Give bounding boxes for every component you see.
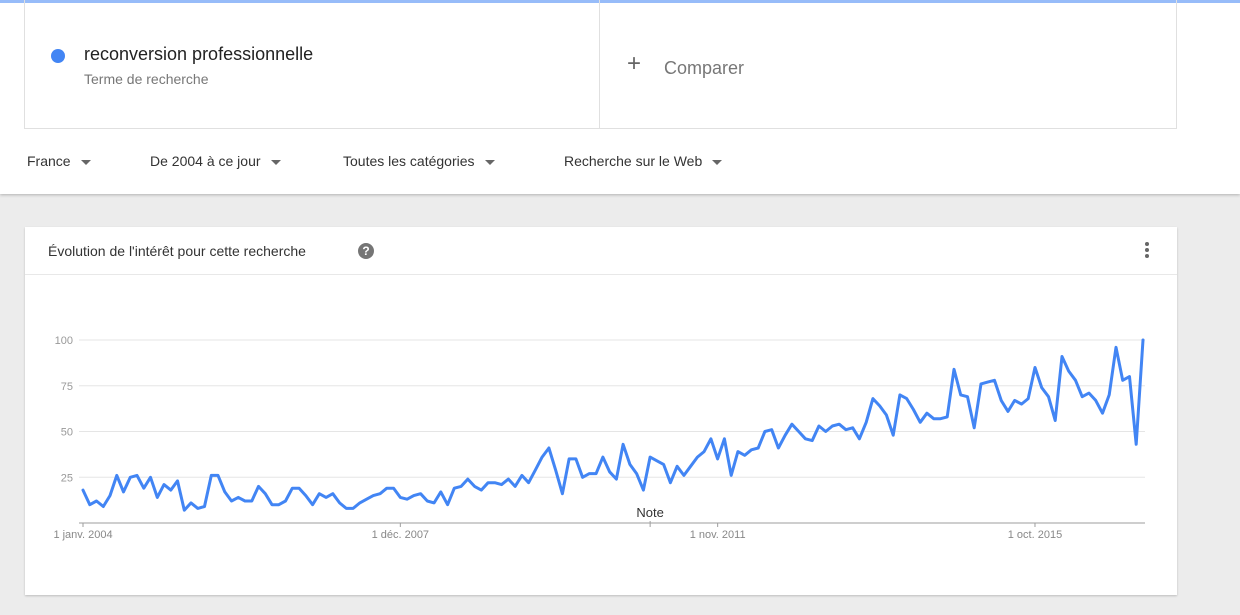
x-tick-label: 1 janv. 2004	[53, 529, 112, 541]
compare-button[interactable]: + Comparer	[600, 0, 1177, 129]
card-divider	[25, 274, 1177, 275]
top-accent-line	[0, 0, 1240, 3]
region-dropdown[interactable]: France	[27, 153, 91, 169]
category-dropdown-label: Toutes les catégories	[343, 153, 475, 169]
search-term-box[interactable]: reconversion professionnelle Terme de re…	[24, 0, 600, 129]
annotation-note: Note	[636, 505, 663, 520]
interest-over-time-card: Évolution de l'intérêt pour cette recher…	[25, 227, 1177, 595]
y-tick-label: 25	[61, 472, 73, 484]
card-title: Évolution de l'intérêt pour cette recher…	[48, 243, 306, 259]
y-tick-label: 75	[61, 381, 73, 393]
y-tick-label: 50	[61, 427, 73, 439]
filter-bar: France De 2004 à ce jour Toutes les caté…	[0, 130, 1240, 194]
search-term-type: Terme de recherche	[84, 71, 209, 87]
y-tick-label: 100	[55, 335, 73, 347]
chevron-down-icon	[712, 159, 723, 165]
x-tick-label: 1 déc. 2007	[372, 529, 430, 541]
more-vert-icon[interactable]	[1141, 241, 1153, 261]
line-chart: 100 75 50 25 1 janv. 2004 1 déc. 2007 1 nov. 2…	[53, 335, 1145, 541]
chevron-down-icon	[270, 159, 281, 165]
search-type-dropdown-label: Recherche sur le Web	[564, 153, 703, 169]
search-type-dropdown[interactable]: Recherche sur le Web	[564, 153, 723, 169]
plus-icon: +	[627, 50, 642, 77]
period-dropdown-label: De 2004 à ce jour	[150, 153, 261, 169]
compare-label[interactable]: Comparer	[664, 58, 745, 78]
period-dropdown[interactable]: De 2004 à ce jour	[150, 153, 281, 169]
region-dropdown-label: France	[27, 153, 71, 169]
chevron-down-icon	[80, 159, 91, 165]
series-color-dot	[51, 49, 65, 63]
x-tick-label: 1 oct. 2015	[1008, 529, 1062, 541]
x-tick-label: 1 nov. 2011	[690, 529, 746, 541]
search-term-name[interactable]: reconversion professionnelle	[84, 44, 314, 64]
search-header: reconversion professionnelle Terme de re…	[0, 0, 1240, 194]
category-dropdown[interactable]: Toutes les catégories	[343, 153, 495, 169]
series-line	[81, 338, 1145, 512]
question-mark-icon[interactable]: ?	[358, 243, 374, 259]
chevron-down-icon	[484, 159, 495, 165]
